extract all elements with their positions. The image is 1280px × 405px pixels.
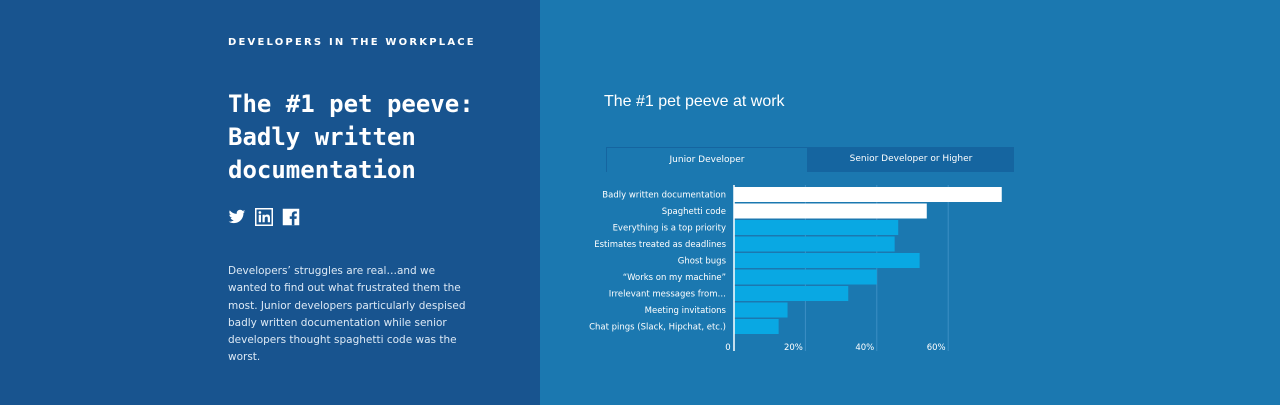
right-panel xyxy=(540,0,1280,405)
category-label: Meeting invitations xyxy=(645,306,727,316)
section-eyebrow: DEVELOPERS IN THE WORKPLACE xyxy=(228,37,476,48)
linkedin-icon[interactable] xyxy=(255,208,273,226)
bar-chart: Badly written documentation Spaghetti cod… xyxy=(589,185,1002,353)
x-tick-label: 0 xyxy=(725,343,730,353)
x-tick-label: 20% xyxy=(784,343,803,353)
bar xyxy=(734,302,788,318)
bar xyxy=(734,187,1002,202)
bar xyxy=(734,319,779,334)
page-title: The #1 pet peeve: Badly written document… xyxy=(228,90,474,184)
bar xyxy=(734,286,849,301)
social-share-bar xyxy=(228,208,300,226)
bar xyxy=(734,236,895,252)
category-label: Spaghetti code xyxy=(662,207,726,217)
x-tick-label: 40% xyxy=(855,343,874,353)
category-label: Everything is a top priority xyxy=(613,224,726,234)
left-panel xyxy=(0,0,540,405)
facebook-icon[interactable] xyxy=(282,208,300,226)
tab-junior-developer[interactable]: Junior Developer xyxy=(606,147,808,172)
tab-senior-developer[interactable]: Senior Developer or Higher xyxy=(808,147,1014,172)
category-label: Irrelevant messages from… xyxy=(609,290,726,300)
category-label: Ghost bugs xyxy=(678,257,727,267)
x-tick-label: 60% xyxy=(927,343,946,353)
bar xyxy=(734,269,877,285)
category-label: “Works on my machine” xyxy=(623,273,726,283)
intro-paragraph: Developers’ struggles are real…and we wa… xyxy=(228,265,466,364)
category-label: Badly written documentation xyxy=(602,191,726,201)
category-label: Estimates treated as deadlines xyxy=(594,240,726,250)
bar xyxy=(734,253,920,268)
bar xyxy=(734,220,899,235)
bar xyxy=(734,203,927,219)
twitter-icon[interactable] xyxy=(228,208,246,226)
chart-title: The #1 pet peeve at work xyxy=(604,93,785,110)
chart-tabs: Junior Developer Senior Developer or Hig… xyxy=(606,147,1014,172)
category-label: Chat pings (Slack, Hipchat, etc.) xyxy=(589,323,726,333)
